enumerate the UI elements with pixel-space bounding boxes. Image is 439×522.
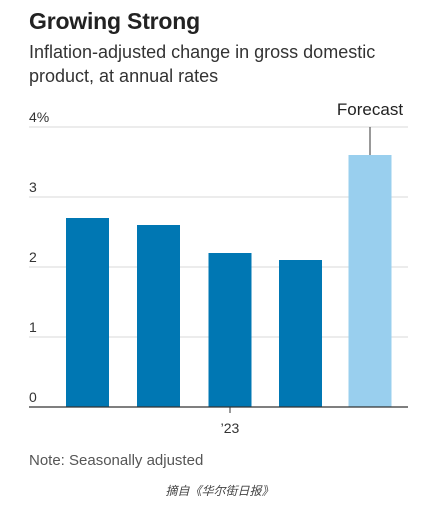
bar (208, 253, 252, 407)
x-tick-label: ’23 (221, 420, 240, 436)
y-tick-label: 2 (29, 249, 37, 265)
source-credit: 摘自《华尔街日报》 (165, 484, 274, 498)
bar (137, 225, 180, 407)
bar (279, 260, 322, 407)
forecast-bar (348, 155, 392, 407)
chart-subtitle: Inflation-adjusted change in gross domes… (29, 42, 376, 86)
chart-note: Note: Seasonally adjusted (29, 452, 204, 469)
chart-title: Growing Strong (29, 8, 200, 34)
axes (29, 127, 408, 413)
y-tick-label: 0 (29, 389, 37, 405)
y-tick-label: 1 (29, 319, 37, 335)
labels: 0 1 2 3 4% ’23 Forecast (29, 100, 403, 436)
y-tick-label: 3 (29, 179, 37, 195)
bars (66, 155, 392, 407)
bar-chart: 0 1 2 3 4% ’23 Forecast (29, 100, 408, 436)
forecast-annotation-label: Forecast (337, 100, 403, 119)
y-tick-label: 4% (29, 109, 49, 125)
bar (66, 218, 109, 407)
